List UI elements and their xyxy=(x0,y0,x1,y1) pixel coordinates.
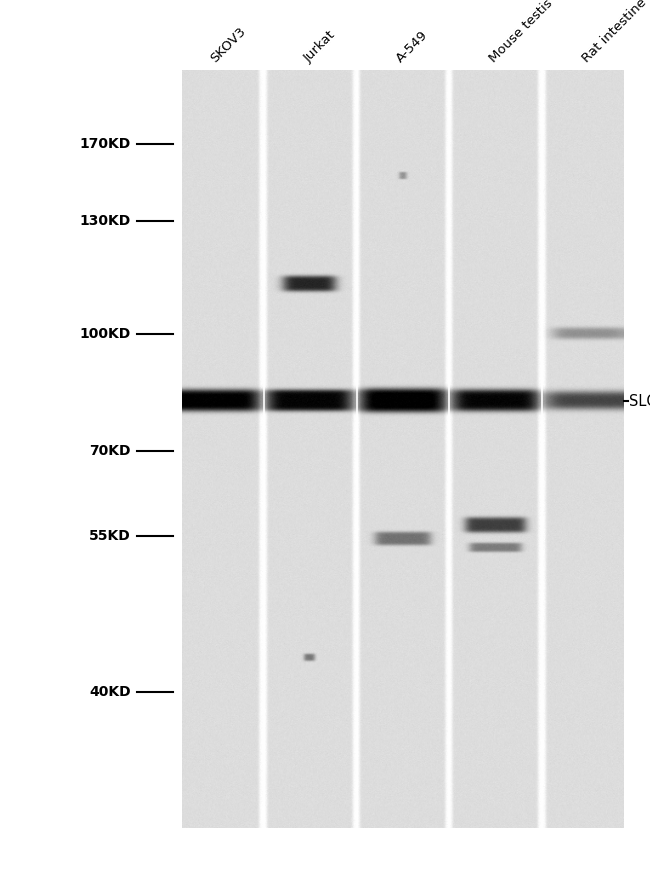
Text: 55KD: 55KD xyxy=(89,528,131,542)
Text: Mouse testis: Mouse testis xyxy=(487,0,555,65)
Text: 100KD: 100KD xyxy=(80,327,131,341)
Text: 170KD: 170KD xyxy=(80,137,131,151)
Text: 130KD: 130KD xyxy=(80,215,131,228)
Text: 70KD: 70KD xyxy=(90,444,131,458)
Text: 40KD: 40KD xyxy=(90,685,131,698)
Text: A-549: A-549 xyxy=(394,29,430,65)
Text: SLC26A2: SLC26A2 xyxy=(629,394,650,409)
Text: Jurkat: Jurkat xyxy=(301,29,337,65)
Text: SKOV3: SKOV3 xyxy=(208,25,248,65)
Text: Rat intestine: Rat intestine xyxy=(579,0,649,65)
